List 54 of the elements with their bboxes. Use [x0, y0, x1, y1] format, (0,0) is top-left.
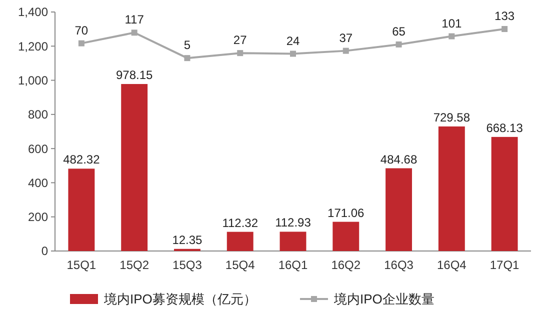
- point: [396, 41, 402, 48]
- data-label: 101: [442, 16, 462, 30]
- data-label: 27: [233, 33, 248, 48]
- bar: [332, 222, 360, 251]
- y-tick-label: 0: [41, 244, 48, 258]
- legend-label: 境内IPO募资规模（亿元）: [103, 292, 256, 307]
- y-tick-label: 1,400: [18, 5, 48, 20]
- data-label: 37: [339, 30, 353, 45]
- point: [342, 48, 349, 54]
- data-label: 171.06: [328, 206, 365, 220]
- point: [184, 55, 190, 62]
- bar: [491, 136, 518, 251]
- point: [290, 50, 296, 57]
- point: [131, 30, 138, 36]
- bar: [121, 84, 148, 251]
- x-tick-label: 15Q3: [172, 258, 202, 272]
- legend-label: 境内IPO企业数量: [333, 292, 434, 307]
- y-tick-label: 800: [28, 108, 48, 122]
- data-label: 24: [286, 34, 300, 48]
- point: [237, 50, 244, 56]
- x-tick-label: 16Q3: [384, 258, 414, 272]
- x-tick-label: 17Q1: [490, 258, 520, 272]
- point: [448, 33, 455, 40]
- x-tick-label: 16Q1: [278, 258, 308, 272]
- data-label: 668.13: [486, 120, 524, 135]
- x-tick-label: 15Q4: [225, 258, 256, 272]
- point: [502, 26, 508, 32]
- data-label: 5: [184, 38, 191, 52]
- data-label: 112.32: [222, 216, 258, 230]
- bar: [438, 126, 465, 251]
- x-tick-label: 15Q1: [66, 258, 96, 272]
- y-tick-label: 600: [28, 142, 48, 156]
- y-tick-label: 1,000: [18, 73, 48, 88]
- x-tick-label: 15Q2: [120, 258, 150, 272]
- data-label: 729.58: [433, 110, 470, 124]
- bar: [226, 232, 254, 251]
- point: [78, 40, 84, 46]
- data-label: 133: [494, 9, 515, 24]
- data-label: 112.93: [275, 216, 312, 230]
- y-tick-label: 1,200: [18, 39, 48, 54]
- x-tick-label: 16Q4: [436, 258, 467, 272]
- x-tick-label: 16Q2: [331, 258, 361, 272]
- bar: [280, 232, 306, 251]
- data-label: 484.68: [380, 152, 418, 166]
- y-tick-label: 400: [28, 176, 48, 190]
- data-label: 70: [74, 23, 88, 38]
- bar: [386, 168, 412, 251]
- data-label: 12.35: [172, 232, 203, 247]
- bar: [68, 168, 95, 251]
- data-label: 117: [124, 12, 144, 27]
- data-label: 978.15: [116, 68, 154, 82]
- data-label: 482.32: [63, 152, 100, 167]
- y-tick-label: 200: [28, 210, 48, 224]
- data-label: 65: [392, 24, 406, 38]
